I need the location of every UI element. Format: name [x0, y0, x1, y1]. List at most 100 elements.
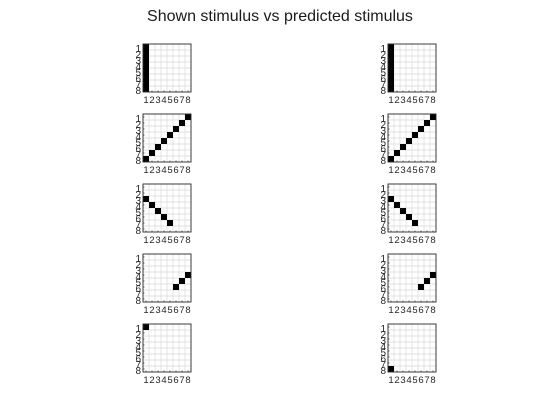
x-tick-label: 2	[149, 375, 154, 386]
filled-cell	[400, 208, 406, 214]
y-tick-label: 3	[380, 266, 386, 277]
y-tick-label: 1	[135, 114, 141, 125]
x-tick-label: 3	[155, 305, 160, 316]
x-tick-label: 4	[161, 235, 166, 246]
x-tick-label: 4	[161, 95, 166, 106]
x-tick-label: 8	[185, 165, 190, 176]
x-tick-label: 3	[400, 235, 405, 246]
y-tick-label: 8	[380, 366, 386, 377]
y-tick-label: 8	[380, 226, 386, 237]
filled-cell	[388, 50, 394, 56]
panel-frame	[387, 323, 437, 373]
y-tick-label: 1	[380, 324, 386, 335]
filled-cell	[388, 86, 394, 92]
y-tick-label: 7	[380, 80, 386, 91]
y-tick-label: 6	[380, 144, 386, 155]
y-tick-label: 2	[380, 190, 386, 201]
panel-frame	[142, 183, 192, 233]
filled-cell	[388, 366, 394, 372]
filled-cell	[412, 220, 418, 226]
y-tick-label: 7	[380, 150, 386, 161]
filled-cell	[149, 150, 155, 156]
y-tick-label: 2	[135, 120, 141, 131]
y-tick-label: 5	[380, 278, 386, 289]
filled-cell	[143, 156, 149, 162]
figure-title: Shown stimulus vs predicted stimulus	[147, 8, 413, 25]
y-tick-label: 2	[380, 330, 386, 341]
x-tick-label: 6	[418, 95, 423, 106]
y-tick-label: 4	[135, 132, 141, 143]
x-tick-label: 1	[388, 305, 393, 316]
x-tick-label: 4	[406, 95, 411, 106]
y-tick-label: 4	[135, 202, 141, 213]
y-tick-label: 5	[135, 68, 141, 79]
filled-cell	[143, 44, 149, 50]
filled-cell	[388, 74, 394, 80]
y-tick-label: 2	[135, 190, 141, 201]
x-tick-label: 3	[400, 375, 405, 386]
filled-cell	[388, 62, 394, 68]
y-tick-label: 8	[135, 226, 141, 237]
y-tick-label: 7	[135, 220, 141, 231]
y-tick-label: 5	[380, 208, 386, 219]
panel-frame	[387, 113, 437, 163]
x-tick-label: 2	[394, 235, 399, 246]
x-tick-label: 3	[400, 305, 405, 316]
x-tick-label: 3	[155, 375, 160, 386]
x-tick-label: 6	[418, 165, 423, 176]
y-tick-label: 2	[135, 260, 141, 271]
y-tick-label: 3	[380, 196, 386, 207]
filled-cell	[143, 62, 149, 68]
filled-cell	[418, 284, 424, 290]
y-tick-label: 4	[380, 272, 386, 283]
panel-frame	[387, 183, 437, 233]
filled-cell	[143, 324, 149, 330]
x-tick-label: 1	[388, 235, 393, 246]
x-tick-label: 4	[406, 165, 411, 176]
x-tick-label: 1	[388, 165, 393, 176]
y-tick-label: 1	[380, 184, 386, 195]
x-tick-label: 2	[394, 95, 399, 106]
filled-cell	[143, 196, 149, 202]
x-tick-label: 7	[424, 95, 429, 106]
x-tick-label: 4	[406, 305, 411, 316]
x-tick-label: 8	[185, 305, 190, 316]
x-tick-label: 5	[412, 235, 417, 246]
y-tick-label: 6	[135, 354, 141, 365]
y-tick-label: 8	[135, 296, 141, 307]
x-tick-label: 2	[394, 165, 399, 176]
x-tick-label: 7	[179, 165, 184, 176]
y-tick-label: 7	[380, 220, 386, 231]
filled-cell	[155, 208, 161, 214]
filled-cell	[179, 120, 185, 126]
filled-cell	[394, 202, 400, 208]
x-tick-label: 8	[185, 375, 190, 386]
panel-frame	[387, 43, 437, 93]
filled-cell	[143, 86, 149, 92]
y-tick-label: 3	[135, 56, 141, 67]
x-tick-label: 4	[161, 305, 166, 316]
y-tick-label: 7	[135, 80, 141, 91]
y-tick-label: 3	[380, 126, 386, 137]
y-tick-label: 6	[380, 284, 386, 295]
filled-cell	[406, 138, 412, 144]
x-tick-label: 1	[143, 95, 148, 106]
x-tick-label: 2	[149, 235, 154, 246]
filled-cell	[388, 44, 394, 50]
y-tick-label: 6	[135, 284, 141, 295]
y-tick-label: 2	[380, 50, 386, 61]
y-tick-label: 4	[380, 342, 386, 353]
y-tick-label: 3	[380, 56, 386, 67]
x-tick-label: 8	[185, 95, 190, 106]
x-tick-label: 3	[155, 165, 160, 176]
panel-frame	[142, 43, 192, 93]
x-tick-label: 1	[143, 235, 148, 246]
y-tick-label: 7	[135, 290, 141, 301]
x-tick-label: 4	[406, 235, 411, 246]
y-tick-label: 4	[380, 132, 386, 143]
filled-cell	[155, 144, 161, 150]
